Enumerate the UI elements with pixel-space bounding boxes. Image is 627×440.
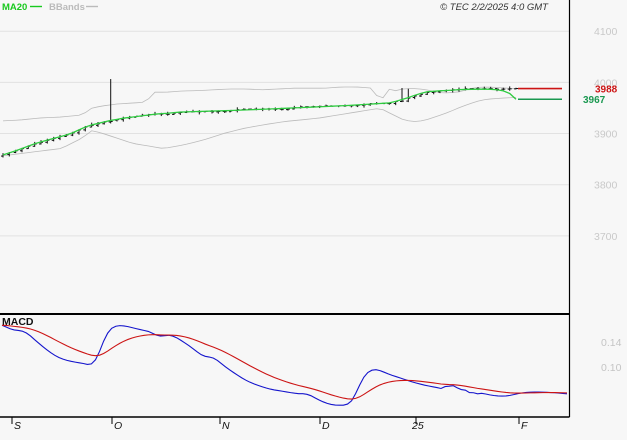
svg-text:O: O [114,420,122,432]
svg-text:4100: 4100 [594,26,618,38]
svg-text:© TEC 2/2/2025 4:0 GMT: © TEC 2/2/2025 4:0 GMT [440,2,549,13]
svg-text:3988: 3988 [595,84,618,95]
svg-text:25: 25 [411,420,424,432]
svg-text:3967: 3967 [583,95,606,106]
svg-text:F: F [521,420,528,432]
svg-text:N: N [222,420,230,432]
svg-text:BBands: BBands [49,2,85,13]
svg-text:0.14: 0.14 [601,337,622,349]
svg-text:S: S [14,420,21,432]
svg-text:MA20: MA20 [2,2,27,13]
svg-text:0.10: 0.10 [601,362,622,374]
svg-text:MACD: MACD [2,316,34,328]
svg-text:3900: 3900 [594,129,618,141]
svg-text:3700: 3700 [594,231,618,243]
svg-text:3800: 3800 [594,180,618,192]
svg-text:D: D [322,420,330,432]
